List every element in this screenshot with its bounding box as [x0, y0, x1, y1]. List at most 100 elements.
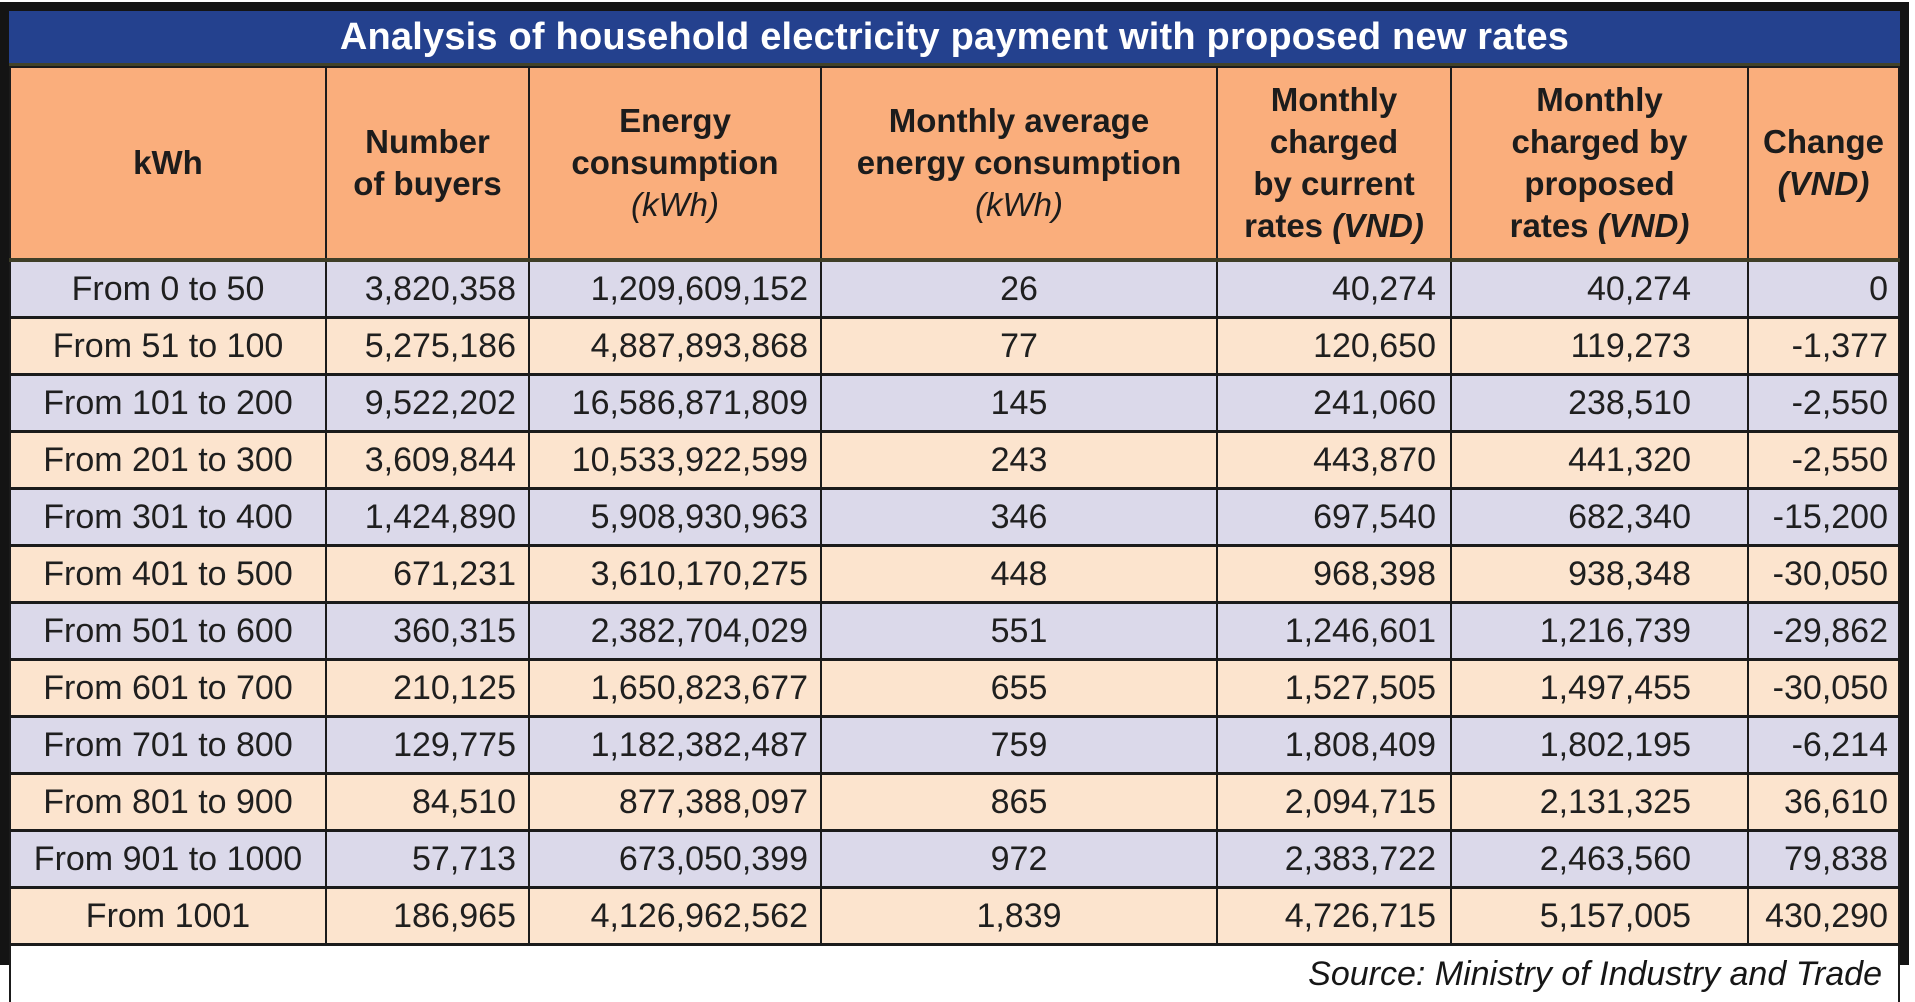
table-cell-kwh-range: From 301 to 400: [10, 489, 326, 546]
table-cell-current-rate: 2,383,722: [1217, 831, 1451, 888]
table-cell-change: 430,290: [1748, 888, 1899, 945]
table-row: From 0 to 50 3,820,358 1,209,609,152 26 …: [10, 260, 1899, 318]
header-unit: (kWh): [534, 184, 816, 226]
table-cell-kwh-range: From 901 to 1000: [10, 831, 326, 888]
table-cell-monthly-average: 145: [821, 375, 1217, 432]
table-cell-monthly-average: 77: [821, 318, 1217, 375]
table-cell-current-rate: 120,650: [1217, 318, 1451, 375]
table-cell-monthly-average: 1,839: [821, 888, 1217, 945]
table-cell-energy-consumption: 1,209,609,152: [529, 260, 821, 318]
table-cell-current-rate: 1,527,505: [1217, 660, 1451, 717]
table-cell-buyers: 57,713: [326, 831, 529, 888]
table-cell-buyers: 671,231: [326, 546, 529, 603]
table-cell-proposed-rate: 2,131,325: [1451, 774, 1748, 831]
table-cell-monthly-average: 759: [821, 717, 1217, 774]
table-cell-current-rate: 241,060: [1217, 375, 1451, 432]
table-cell-current-rate: 4,726,715: [1217, 888, 1451, 945]
table-title-bar: Analysis of household electricity paymen…: [9, 11, 1900, 66]
table-cell-current-rate: 443,870: [1217, 432, 1451, 489]
table-body: From 0 to 50 3,820,358 1,209,609,152 26 …: [10, 260, 1899, 945]
table-cell-buyers: 84,510: [326, 774, 529, 831]
source-row: Source: Ministry of Industry and Trade: [10, 945, 1899, 1002]
table-cell-monthly-average: 346: [821, 489, 1217, 546]
table-cell-kwh-range: From 101 to 200: [10, 375, 326, 432]
table-row: From 801 to 900 84,510 877,388,097 865 2…: [10, 774, 1899, 831]
table-cell-buyers: 3,609,844: [326, 432, 529, 489]
table-footer: Source: Ministry of Industry and Trade: [10, 945, 1899, 1002]
table-cell-proposed-rate: 1,497,455: [1451, 660, 1748, 717]
header-unit: (VND): [1753, 163, 1894, 205]
table-cell-current-rate: 968,398: [1217, 546, 1451, 603]
table-cell-monthly-average: 655: [821, 660, 1217, 717]
table-cell-energy-consumption: 877,388,097: [529, 774, 821, 831]
header-label: Monthly average energy consumption: [857, 102, 1182, 181]
table-row: From 901 to 1000 57,713 673,050,399 972 …: [10, 831, 1899, 888]
table-cell-energy-consumption: 4,887,893,868: [529, 318, 821, 375]
table-cell-kwh-range: From 801 to 900: [10, 774, 326, 831]
header-unit: (kWh): [826, 184, 1212, 226]
source-cell: Source: Ministry of Industry and Trade: [10, 945, 1899, 1002]
table-cell-current-rate: 1,246,601: [1217, 603, 1451, 660]
header-monthly-average-consumption: Monthly average energy consumption(kWh): [821, 67, 1217, 260]
header-proposed-rates: Monthly charged by proposed rates (VND): [1451, 67, 1748, 260]
table-cell-monthly-average: 26: [821, 260, 1217, 318]
table-cell-proposed-rate: 938,348: [1451, 546, 1748, 603]
table-row: From 401 to 500 671,231 3,610,170,275 44…: [10, 546, 1899, 603]
table-row: From 701 to 800 129,775 1,182,382,487 75…: [10, 717, 1899, 774]
table-cell-change: -1,377: [1748, 318, 1899, 375]
table-cell-kwh-range: From 51 to 100: [10, 318, 326, 375]
header-energy-consumption: Energy consumption(kWh): [529, 67, 821, 260]
table-cell-current-rate: 1,808,409: [1217, 717, 1451, 774]
table-cell-change: -2,550: [1748, 375, 1899, 432]
table-cell-monthly-average: 972: [821, 831, 1217, 888]
table-cell-change: 79,838: [1748, 831, 1899, 888]
table-cell-monthly-average: 551: [821, 603, 1217, 660]
table-cell-proposed-rate: 40,274: [1451, 260, 1748, 318]
table-cell-kwh-range: From 201 to 300: [10, 432, 326, 489]
table-cell-buyers: 5,275,186: [326, 318, 529, 375]
header-current-rates: Monthly charged by current rates (VND): [1217, 67, 1451, 260]
table-cell-proposed-rate: 682,340: [1451, 489, 1748, 546]
header-label: Change: [1763, 123, 1884, 160]
page-title: Analysis of household electricity paymen…: [340, 16, 1569, 59]
table-cell-change: -29,862: [1748, 603, 1899, 660]
table-cell-energy-consumption: 10,533,922,599: [529, 432, 821, 489]
table-row: From 101 to 200 9,522,202 16,586,871,809…: [10, 375, 1899, 432]
table-cell-proposed-rate: 119,273: [1451, 318, 1748, 375]
table-cell-monthly-average: 243: [821, 432, 1217, 489]
header-change: Change(VND): [1748, 67, 1899, 260]
table-cell-change: 36,610: [1748, 774, 1899, 831]
table-cell-proposed-rate: 1,802,195: [1451, 717, 1748, 774]
table-row: From 601 to 700 210,125 1,650,823,677 65…: [10, 660, 1899, 717]
table-cell-energy-consumption: 16,586,871,809: [529, 375, 821, 432]
table-cell-energy-consumption: 1,182,382,487: [529, 717, 821, 774]
table-cell-proposed-rate: 238,510: [1451, 375, 1748, 432]
table-row: From 201 to 300 3,609,844 10,533,922,599…: [10, 432, 1899, 489]
header-label: Energy consumption: [571, 102, 778, 181]
table-cell-buyers: 360,315: [326, 603, 529, 660]
table-row: From 301 to 400 1,424,890 5,908,930,963 …: [10, 489, 1899, 546]
table-cell-current-rate: 40,274: [1217, 260, 1451, 318]
table-cell-proposed-rate: 441,320: [1451, 432, 1748, 489]
table-cell-kwh-range: From 501 to 600: [10, 603, 326, 660]
header-label: kWh: [133, 144, 203, 181]
table-cell-kwh-range: From 1001: [10, 888, 326, 945]
table-cell-change: -15,200: [1748, 489, 1899, 546]
header-label: Number of buyers: [353, 123, 502, 202]
table-row: From 501 to 600 360,315 2,382,704,029 55…: [10, 603, 1899, 660]
table-header-row: kWh Number of buyers Energy consumption(…: [10, 67, 1899, 260]
table-cell-proposed-rate: 5,157,005: [1451, 888, 1748, 945]
table-cell-energy-consumption: 4,126,962,562: [529, 888, 821, 945]
header-kwh: kWh: [10, 67, 326, 260]
table-cell-current-rate: 697,540: [1217, 489, 1451, 546]
table-cell-current-rate: 2,094,715: [1217, 774, 1451, 831]
table-cell-buyers: 129,775: [326, 717, 529, 774]
table-cell-change: -30,050: [1748, 546, 1899, 603]
page-frame: Analysis of household electricity paymen…: [0, 2, 1909, 965]
table-cell-energy-consumption: 673,050,399: [529, 831, 821, 888]
table-cell-kwh-range: From 701 to 800: [10, 717, 326, 774]
table-cell-energy-consumption: 2,382,704,029: [529, 603, 821, 660]
table-cell-energy-consumption: 5,908,930,963: [529, 489, 821, 546]
table-cell-monthly-average: 865: [821, 774, 1217, 831]
table-cell-change: 0: [1748, 260, 1899, 318]
